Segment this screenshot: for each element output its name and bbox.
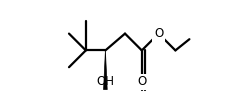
Text: O: O — [154, 27, 163, 40]
Polygon shape — [104, 50, 107, 90]
Text: OH: OH — [96, 75, 114, 88]
Text: O: O — [137, 75, 146, 88]
